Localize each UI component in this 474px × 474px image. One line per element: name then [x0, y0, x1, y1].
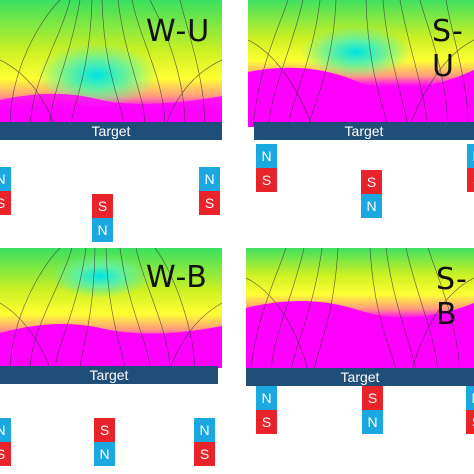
magnet-su-right: N S: [467, 144, 474, 192]
panel-wu: W-U: [0, 0, 222, 127]
magnet-su-left: N S: [256, 144, 277, 192]
magnet-wu-left: N S: [0, 167, 11, 215]
pole-s: S: [467, 168, 474, 192]
panel-title-wb: W-B: [146, 260, 208, 295]
magnet-su-center: S N: [361, 170, 382, 218]
target-bar-wu: Target: [0, 122, 222, 140]
pole-s: S: [199, 191, 220, 215]
pole-s: S: [361, 170, 382, 194]
panel-su: S-U: [248, 0, 474, 127]
pole-n: N: [0, 167, 11, 191]
pole-n: N: [199, 167, 220, 191]
field-map-wu: [0, 0, 222, 127]
field-map-su: [248, 0, 474, 127]
target-bar-sb: Target: [246, 368, 474, 386]
pole-n: N: [194, 418, 215, 442]
pole-s: S: [466, 410, 474, 434]
panel-title-sb: S-B: [436, 262, 468, 332]
pole-n: N: [0, 418, 11, 442]
pole-n: N: [256, 386, 277, 410]
pole-s: S: [362, 386, 383, 410]
magnet-wb-left: N S: [0, 418, 11, 466]
magnet-wu-right: N S: [199, 167, 220, 215]
target-bar-wb: Target: [0, 366, 218, 384]
pole-s: S: [0, 442, 11, 466]
target-bar-su: Target: [254, 122, 474, 140]
panel-wb: W-B: [0, 248, 222, 368]
pole-s: S: [194, 442, 215, 466]
field-map-sb: [246, 248, 474, 370]
pole-n: N: [362, 410, 383, 434]
pole-s: S: [256, 168, 277, 192]
magnet-sb-right: N S: [466, 386, 474, 434]
field-map-wb: [0, 248, 222, 368]
pole-s: S: [256, 410, 277, 434]
pole-n: N: [94, 442, 115, 466]
pole-s: S: [94, 418, 115, 442]
magnet-wb-center: S N: [94, 418, 115, 466]
magnet-sb-center: S N: [362, 386, 383, 434]
panel-sb: S-B: [246, 248, 474, 370]
pole-n: N: [467, 144, 474, 168]
pole-s: S: [92, 194, 113, 218]
pole-n: N: [361, 194, 382, 218]
magnet-wu-center: S N: [92, 194, 113, 242]
magnet-wb-right: N S: [194, 418, 215, 466]
pole-n: N: [256, 144, 277, 168]
magnet-sb-left: N S: [256, 386, 277, 434]
panel-title-wu: W-U: [146, 14, 211, 49]
panel-title-su: S-U: [432, 14, 464, 84]
pole-n: N: [92, 218, 113, 242]
pole-n: N: [466, 386, 474, 410]
pole-s: S: [0, 191, 11, 215]
